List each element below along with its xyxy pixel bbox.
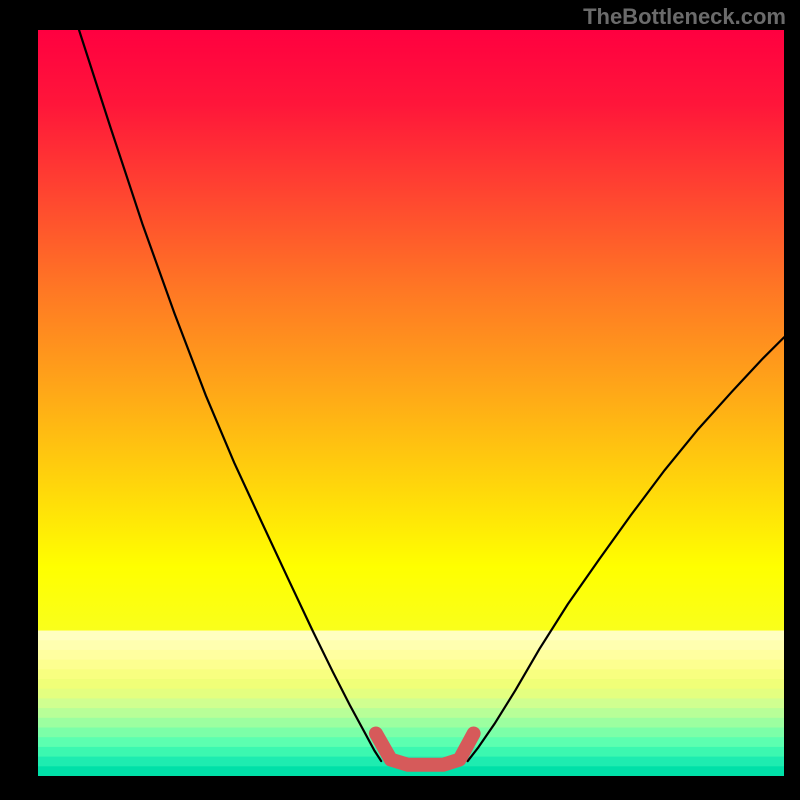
bottom-band (38, 631, 784, 776)
canvas: TheBottleneck.com (0, 0, 800, 800)
bottleneck-chart (38, 30, 784, 776)
watermark-text: TheBottleneck.com (583, 4, 786, 30)
